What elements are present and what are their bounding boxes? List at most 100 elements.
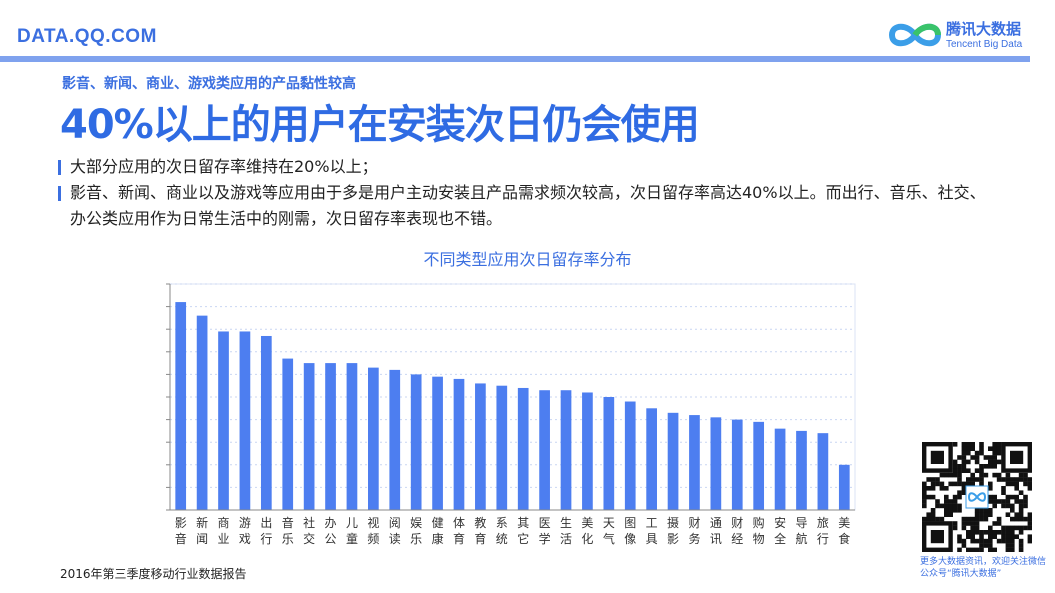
bar-14: [475, 383, 486, 510]
x-tick-label: 全: [774, 531, 786, 546]
x-tick-label: 出: [260, 516, 272, 530]
x-tick-label: 安: [774, 515, 786, 530]
bar-29: [796, 430, 807, 510]
x-tick-label: 新: [196, 515, 208, 530]
bar-5: [282, 358, 294, 510]
x-tick-label: 财: [731, 516, 743, 530]
x-tick-label: 社: [303, 515, 315, 530]
bar-20: [603, 397, 615, 510]
bar-15: [496, 385, 508, 510]
slide-subtitle: 影音、新闻、商业、游戏类应用的产品黏性较高: [62, 76, 356, 92]
x-tick-label: 物: [753, 532, 765, 546]
x-tick-label: 航: [795, 531, 807, 546]
bar-16: [517, 387, 529, 510]
logo-english-text: Tencent Big Data: [946, 39, 1023, 50]
qr-caption: 更多大数据资讯，欢迎关注微信公众号“腾讯大数据”: [920, 557, 1047, 579]
x-tick-label: 公: [325, 532, 337, 546]
x-tick-label: 具: [646, 532, 658, 546]
x-tick-label: 体: [453, 516, 465, 530]
x-tick-label: 戏: [239, 532, 251, 546]
x-tick-label: 乐: [410, 532, 422, 546]
bar-7: [325, 363, 336, 510]
bullet-marker: [58, 186, 61, 201]
x-tick-label: 医: [539, 516, 551, 530]
bar-8: [346, 363, 358, 510]
x-tick-label: 办: [325, 515, 337, 530]
x-tick-label: 天: [603, 516, 615, 530]
x-tick-label: 娱: [410, 516, 422, 530]
x-tick-label: 学: [539, 531, 551, 546]
x-tick-label: 频: [367, 532, 379, 546]
x-tick-label: 交: [303, 531, 315, 546]
x-tick-label: 视: [367, 515, 379, 530]
qr-code[interactable]: [922, 442, 1033, 553]
bullet-marker: [58, 160, 61, 175]
bullet-text: 大部分应用的次日留存率维持在20%以上；: [70, 157, 378, 176]
bullet-text: 影音、新闻、商业以及游戏等应用由于多是用户主动安装且产品需求频次较高，次日留存率…: [70, 183, 986, 228]
bar-17: [539, 390, 550, 510]
x-tick-label: 读: [389, 532, 401, 546]
bullet-list: 大部分应用的次日留存率维持在20%以上； 影音、新闻、商业以及游戏等应用由于多是…: [56, 154, 986, 232]
x-tick-label: 统: [496, 532, 508, 546]
x-tick-label: 育: [474, 531, 486, 546]
x-tick-label: 商: [218, 515, 230, 530]
x-tick-label: 行: [260, 532, 272, 546]
bar-21: [624, 401, 636, 510]
x-tick-label: 闻: [196, 532, 208, 546]
qr-code-icon: [922, 442, 1033, 553]
x-tick-label: 行: [817, 532, 829, 546]
bar-18: [560, 390, 572, 510]
x-tick-label: 导: [795, 516, 807, 530]
x-tick-label: 务: [688, 531, 700, 546]
x-tick-label: 购: [753, 515, 765, 530]
x-tick-label: 讯: [710, 532, 722, 546]
bar-19: [582, 392, 593, 510]
x-tick-label: 摄: [667, 515, 679, 530]
x-tick-label: 气: [603, 531, 615, 546]
bar-13: [453, 378, 465, 510]
x-tick-label: 童: [346, 531, 358, 546]
x-tick-label: 教: [474, 515, 486, 530]
bar-12: [432, 376, 443, 510]
x-tick-label: 图: [624, 516, 636, 530]
bar-9: [368, 367, 379, 510]
bar-31: [838, 464, 850, 510]
report-footer: 2016年第三季度移动行业数据报告: [60, 567, 247, 581]
x-tick-label: 育: [453, 531, 465, 546]
x-tick-label: 美: [581, 516, 593, 530]
plot-frame: [169, 283, 856, 511]
bullet-item: 影音、新闻、商业以及游戏等应用由于多是用户主动安装且产品需求频次较高，次日留存率…: [56, 180, 986, 232]
bar-27: [753, 421, 765, 510]
x-tick-label: 乐: [282, 532, 294, 546]
bar-26: [731, 419, 743, 510]
x-tick-label: 活: [560, 532, 572, 546]
x-tick-label: 经: [731, 532, 743, 546]
x-tick-label: 生: [560, 516, 572, 530]
x-tick-label: 旅: [817, 516, 829, 530]
x-tick-label: 音: [282, 515, 294, 530]
x-tick-label: 健: [432, 516, 444, 530]
bar-28: [774, 428, 786, 510]
bar-6: [303, 363, 315, 510]
x-tick-label: 它: [517, 531, 529, 546]
x-tick-label: 像: [624, 532, 636, 546]
bar-4: [260, 335, 272, 510]
x-tick-label: 通: [710, 516, 722, 530]
bar-25: [710, 417, 722, 510]
x-tick-label: 工: [646, 516, 658, 530]
x-tick-label: 阅: [389, 516, 401, 530]
bar-0: [175, 302, 187, 510]
infinity-logo-icon: [889, 23, 941, 47]
site-url[interactable]: DATA.QQ.COM: [17, 26, 157, 47]
bar-10: [389, 369, 401, 510]
bar-1: [196, 315, 208, 510]
x-tick-label: 影: [175, 516, 187, 530]
x-tick-label: 食: [838, 531, 850, 546]
x-tick-label: 系: [496, 516, 508, 530]
x-tick-label: 化: [581, 532, 593, 546]
bar-30: [817, 433, 829, 510]
slide-headline: 40%以上的用户在安装次日仍会使用: [60, 102, 700, 148]
x-tick-label: 其: [517, 516, 529, 530]
x-tick-label: 业: [218, 532, 230, 546]
